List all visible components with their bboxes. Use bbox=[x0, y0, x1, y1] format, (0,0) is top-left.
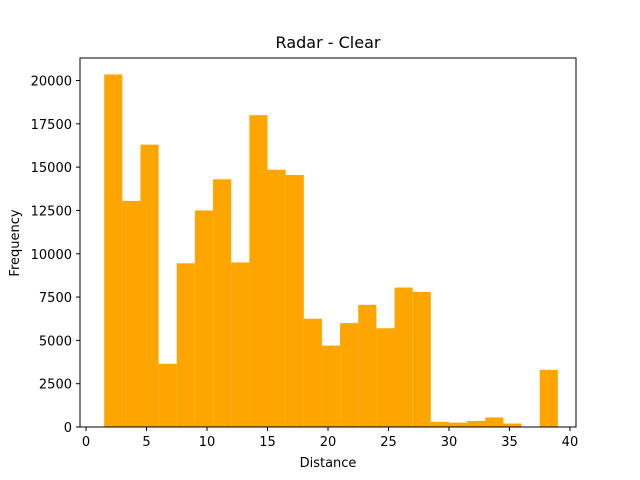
histogram-bar bbox=[394, 287, 413, 427]
y-tick-label: 5000 bbox=[39, 334, 72, 349]
histogram-bar bbox=[194, 210, 214, 427]
histogram-bar bbox=[321, 345, 341, 427]
y-axis: 0 2500 5000 7500 10000 12500 15000 17500 20000 bbox=[31, 75, 80, 436]
y-tick-label: 20000 bbox=[31, 75, 72, 90]
x-tick-label: 0 bbox=[82, 435, 90, 450]
histogram-bar bbox=[176, 263, 195, 427]
histogram-bar bbox=[303, 318, 322, 427]
x-axis-label: Distance bbox=[300, 456, 357, 471]
histogram-bar bbox=[267, 169, 286, 427]
histogram-bar bbox=[158, 363, 177, 427]
x-tick-label: 35 bbox=[501, 435, 518, 450]
x-tick-label: 40 bbox=[562, 435, 579, 450]
y-tick-label: 10000 bbox=[31, 248, 72, 263]
histogram-bar bbox=[539, 369, 558, 427]
x-tick-label: 30 bbox=[441, 435, 458, 450]
histogram-bar bbox=[231, 262, 250, 427]
x-axis: 0 5 10 15 20 25 30 35 40 bbox=[82, 427, 578, 450]
histogram-bar bbox=[122, 200, 141, 427]
histogram-bar bbox=[140, 144, 159, 427]
histogram-bar bbox=[285, 174, 304, 427]
histogram-bar bbox=[104, 74, 123, 427]
x-tick-label: 25 bbox=[380, 435, 397, 450]
y-tick-label: 2500 bbox=[39, 378, 72, 393]
y-tick-label: 15000 bbox=[31, 161, 72, 176]
histogram-bar bbox=[412, 291, 431, 427]
histogram-bar bbox=[376, 328, 395, 427]
y-tick-label: 0 bbox=[64, 421, 72, 436]
y-tick-label: 12500 bbox=[31, 204, 72, 219]
y-tick-label: 7500 bbox=[39, 291, 72, 306]
histogram-bar bbox=[249, 115, 268, 428]
y-tick-label: 17500 bbox=[31, 118, 72, 133]
x-tick-label: 5 bbox=[142, 435, 150, 450]
histogram-bar bbox=[485, 417, 504, 427]
histogram-bar bbox=[358, 304, 377, 427]
x-tick-label: 10 bbox=[199, 435, 216, 450]
x-tick-label: 20 bbox=[320, 435, 337, 450]
histogram-bar bbox=[503, 423, 522, 427]
histogram-bar bbox=[467, 420, 486, 427]
histogram-bar bbox=[430, 421, 449, 427]
chart-title: Radar - Clear bbox=[276, 33, 381, 52]
histogram-bar bbox=[213, 179, 232, 427]
histogram-bar bbox=[448, 422, 468, 427]
histogram-bar bbox=[340, 323, 359, 427]
x-tick-label: 15 bbox=[259, 435, 276, 450]
y-axis-label: Frequency bbox=[8, 209, 23, 276]
bars-group bbox=[104, 74, 558, 428]
